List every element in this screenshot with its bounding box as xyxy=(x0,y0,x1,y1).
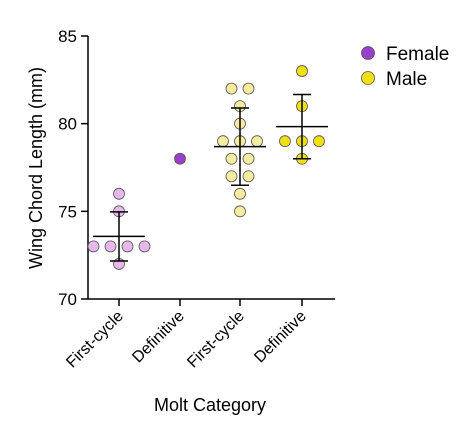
data-point xyxy=(251,135,263,148)
data-point xyxy=(242,170,255,183)
data-point xyxy=(242,152,255,165)
data-point xyxy=(225,170,238,183)
y-tick-label: 75 xyxy=(58,202,77,221)
x-tick-label: Definitive xyxy=(129,308,188,367)
data-point xyxy=(217,135,229,148)
data-point xyxy=(104,240,117,253)
x-tick-label: First-cycle xyxy=(184,308,248,372)
y-tick-label: 70 xyxy=(58,290,77,309)
legend-marker xyxy=(361,46,375,60)
data-point xyxy=(113,187,125,200)
legend-label: Female xyxy=(386,44,449,65)
data-point xyxy=(225,152,238,165)
y-axis-label: Wing Chord Length (mm) xyxy=(26,67,46,269)
legend-label: Male xyxy=(386,69,427,90)
x-tick-label: First-cycle xyxy=(63,308,127,372)
data-point xyxy=(279,135,291,148)
data-point xyxy=(174,152,186,165)
data-point xyxy=(296,65,308,77)
data-point xyxy=(234,205,246,218)
data-point xyxy=(225,82,238,95)
data-point xyxy=(121,240,134,253)
x-axis-label: Molt Category xyxy=(154,395,266,415)
data-point xyxy=(242,82,255,95)
data-point xyxy=(234,187,246,200)
data-point xyxy=(313,135,325,148)
data-point xyxy=(138,240,151,253)
data-point xyxy=(87,240,100,253)
y-tick-label: 85 xyxy=(58,27,77,46)
legend-marker xyxy=(361,71,375,85)
x-tick-label: Definitive xyxy=(251,308,310,367)
y-tick-label: 80 xyxy=(58,115,77,134)
